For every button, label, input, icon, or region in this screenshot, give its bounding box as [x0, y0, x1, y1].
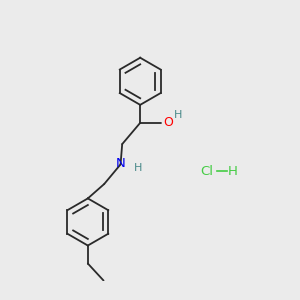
Text: H: H — [228, 165, 238, 178]
Text: Cl: Cl — [201, 165, 214, 178]
Text: H: H — [134, 163, 143, 173]
Text: N: N — [116, 157, 125, 169]
Text: O: O — [163, 116, 173, 129]
Text: H: H — [174, 110, 182, 120]
